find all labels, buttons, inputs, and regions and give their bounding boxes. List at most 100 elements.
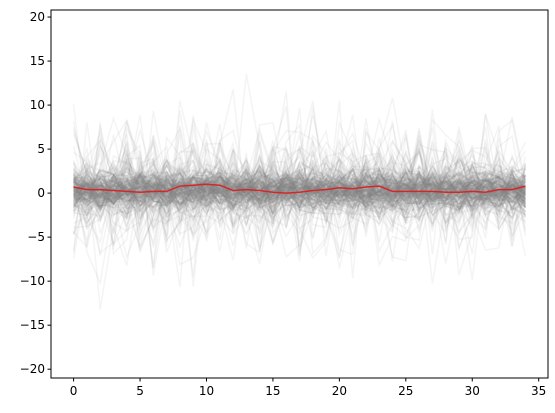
background-trace [73,114,527,269]
background-trace [72,161,526,236]
background-trace [73,166,526,210]
background-trace [73,174,526,207]
background-trace [73,170,527,214]
background-trace [73,171,526,209]
background-trace [73,168,526,214]
background-trace [72,147,527,268]
background-trace [72,118,527,288]
background-trace [73,158,526,234]
background-trace [73,163,526,234]
background-trace [72,173,526,216]
mean-series [73,183,526,194]
background-trace [73,166,527,207]
background-trace [73,167,526,217]
background-trace [72,157,526,217]
background-trace [73,171,527,219]
background-trace [73,169,527,221]
y-tick-label: −10 [20,274,45,288]
background-trace [73,168,527,219]
background-trace [72,140,526,240]
background-trace [73,178,526,209]
background-trace [73,172,526,205]
background-trace [72,172,526,213]
background-trace [73,158,526,228]
background-trace [73,161,527,212]
background-trace [73,175,526,202]
background-trace [73,170,526,213]
x-tick-label: 20 [332,384,347,398]
background-trace [73,73,527,241]
background-trace [72,100,526,287]
x-tick-label: 10 [199,384,214,398]
y-tick-label: −5 [27,230,45,244]
y-tick-label: 15 [30,54,45,68]
background-trace [73,158,527,224]
background-trace [73,170,526,210]
background-trace [72,146,526,220]
background-trace [72,100,527,252]
background-trace [72,142,526,235]
background-trace [73,168,526,213]
background-trace [72,113,526,253]
background-trace [72,122,526,253]
background-trace [72,163,526,215]
background-trace [73,161,526,207]
background-trace [72,107,527,276]
background-trace [72,156,527,228]
background-trace [73,170,526,213]
background-trace [73,167,526,217]
background-trace [73,175,526,219]
background-trace [73,168,526,212]
background-trace [73,165,527,214]
background-trace [73,175,526,204]
background-trace [72,110,527,310]
x-axis: 0 5 10 15 20 25 30 35 [70,378,546,398]
background-trace [73,178,526,206]
background-trace [73,167,526,221]
background-trace [73,176,527,220]
background-trace [72,167,526,217]
background-trace [73,158,526,211]
background-trace [73,177,526,206]
background-trace [72,163,527,208]
background-trace [73,169,526,206]
background-trace [73,159,526,219]
background-trace [73,150,527,239]
background-trace [73,100,527,238]
background-trace [72,161,526,215]
background-trace [73,156,526,209]
background-trace [73,168,527,229]
background-trace [73,156,527,209]
background-trace [73,153,527,215]
background-trace [73,168,526,211]
background-trace [73,169,526,210]
background-trace [72,145,527,255]
background-trace [72,140,527,225]
background-trace [73,163,526,226]
background-trace [73,157,526,212]
y-axis: −20 −15 −10 −5 0 5 10 15 20 [20,10,51,376]
background-trace [73,168,526,216]
background-trace [72,118,527,260]
background-trace [73,163,526,213]
background-trace [73,163,526,224]
background-trace [73,170,526,222]
background-trace [73,162,526,222]
background-trace [72,166,526,213]
y-tick-label: 20 [30,10,45,24]
background-trace [73,168,526,214]
background-trace [73,155,527,227]
background-trace [72,164,526,218]
background-trace [73,169,526,217]
background-trace [73,169,526,208]
background-trace [73,165,526,222]
background-trace [72,121,527,259]
background-trace [73,147,527,220]
background-trace [72,160,526,220]
background-trace [73,138,526,227]
background-trace [73,156,526,218]
x-tick-label: 30 [465,384,480,398]
background-trace [73,161,527,219]
background-trace [73,178,526,210]
background-trace [72,161,527,223]
